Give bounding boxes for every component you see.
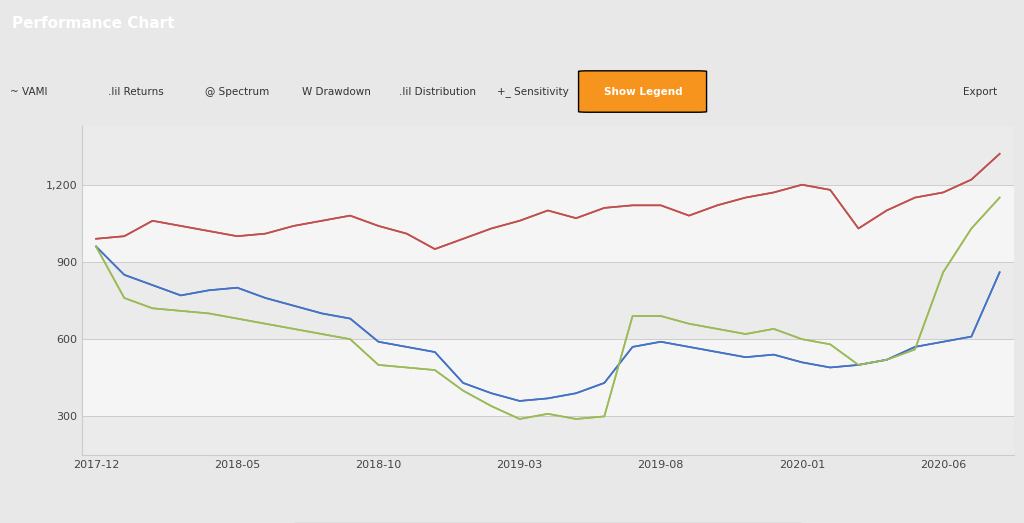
Text: ~ VAMI: ~ VAMI	[10, 86, 48, 97]
Text: .lil Returns: .lil Returns	[108, 86, 163, 97]
Bar	[82, 262, 1014, 339]
Text: Show Legend: Show Legend	[604, 86, 682, 97]
Bar	[82, 339, 1014, 416]
Text: .lil Distribution: .lil Distribution	[399, 86, 476, 97]
Bar	[82, 126, 1014, 185]
Text: +_ Sensitivity: +_ Sensitivity	[497, 86, 568, 97]
Text: Performance Chart: Performance Chart	[12, 16, 175, 31]
Text: W Drawdown: W Drawdown	[302, 86, 371, 97]
Text: @ Spectrum: @ Spectrum	[205, 86, 269, 97]
Bar	[82, 416, 1014, 455]
Text: Export: Export	[963, 86, 996, 97]
Bar	[82, 185, 1014, 262]
FancyBboxPatch shape	[579, 71, 707, 112]
